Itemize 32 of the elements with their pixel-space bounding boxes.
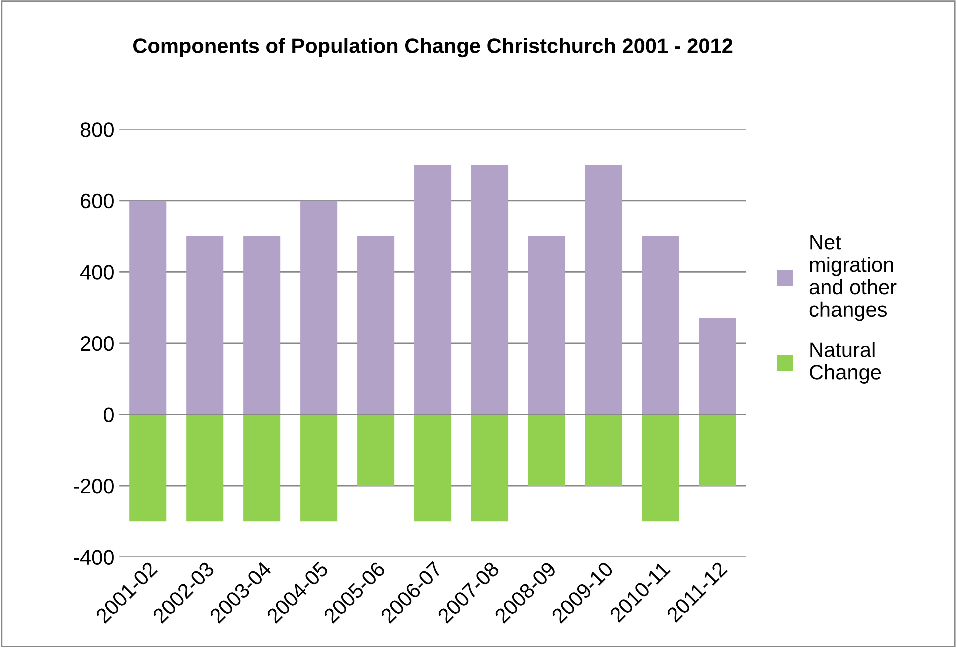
bar [472, 414, 509, 522]
bar [244, 414, 281, 522]
y-tick-label: -400 [74, 550, 114, 566]
bar [300, 200, 338, 415]
y-tick-label: 0 [104, 408, 114, 422]
legend-label: Net migration and other changes [810, 235, 897, 322]
bar [186, 414, 224, 522]
bar [585, 165, 623, 415]
bar [528, 236, 566, 415]
y-tick-label: 200 [81, 336, 114, 352]
bar [244, 236, 281, 415]
y-tick-label: -200 [74, 479, 114, 494]
bar [472, 165, 509, 415]
bar [414, 414, 452, 522]
bar [642, 236, 680, 415]
bar [642, 414, 680, 522]
bar [130, 200, 167, 415]
legend-label: Natural Change [810, 342, 882, 384]
bar [300, 414, 338, 522]
bar [528, 414, 566, 486]
y-tick-label: 600 [81, 194, 114, 209]
y-tick-label: 800 [80, 122, 114, 138]
bar [414, 165, 452, 415]
bar [358, 236, 395, 415]
bar [186, 236, 224, 415]
bar [130, 414, 167, 522]
bar [699, 318, 736, 415]
bar [699, 414, 736, 486]
bar [358, 414, 395, 486]
y-tick-label: 400 [80, 265, 114, 280]
bar [585, 414, 623, 486]
chart-title: Components of Population Change Christchurch 2001 - 2012 [134, 38, 733, 58]
